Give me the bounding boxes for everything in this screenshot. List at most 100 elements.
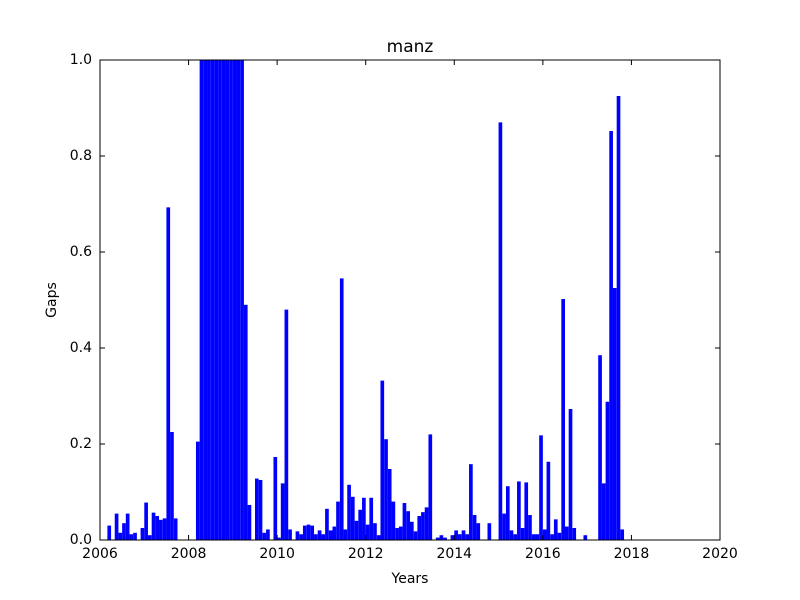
bar xyxy=(365,524,370,540)
bar xyxy=(310,525,315,540)
x-tick-label: 2016 xyxy=(525,546,561,562)
bar xyxy=(550,534,554,540)
bar xyxy=(487,523,492,540)
bar xyxy=(358,509,362,540)
bar xyxy=(288,529,292,540)
y-tick-label: 1.0 xyxy=(70,52,92,68)
bar xyxy=(129,534,134,540)
bar xyxy=(528,515,532,540)
bar xyxy=(546,461,551,540)
bar xyxy=(384,439,388,540)
bar xyxy=(561,299,565,540)
bar xyxy=(531,534,536,540)
bar xyxy=(328,530,333,540)
bar xyxy=(498,122,503,541)
bar xyxy=(207,60,211,540)
bar xyxy=(229,60,233,540)
bar xyxy=(210,60,215,540)
bar xyxy=(542,529,547,540)
bar xyxy=(144,502,148,540)
bar xyxy=(317,530,322,540)
bar xyxy=(236,60,241,540)
bar xyxy=(476,523,481,540)
bar xyxy=(280,483,285,540)
bar xyxy=(354,520,359,540)
bar xyxy=(258,480,263,540)
bar xyxy=(413,531,418,540)
bar xyxy=(332,526,337,540)
y-tick-label: 0.8 xyxy=(70,148,92,164)
bar xyxy=(362,497,366,540)
bar xyxy=(195,441,200,540)
bar xyxy=(159,519,163,540)
bar xyxy=(199,60,204,540)
bar xyxy=(391,501,396,540)
bar xyxy=(417,516,422,540)
bar xyxy=(302,525,307,540)
bar xyxy=(306,524,311,540)
y-tick-label: 0.2 xyxy=(70,436,92,452)
bar xyxy=(151,512,156,540)
bar xyxy=(350,496,355,540)
bar xyxy=(125,513,130,540)
bar xyxy=(336,501,340,540)
bar xyxy=(505,486,510,540)
bar xyxy=(173,518,178,540)
bar xyxy=(232,60,237,540)
bar xyxy=(240,60,244,540)
bar xyxy=(343,529,348,540)
bar xyxy=(450,535,455,540)
bar xyxy=(454,530,458,540)
bar xyxy=(520,528,525,540)
bar xyxy=(114,513,119,540)
y-axis-label: Gaps xyxy=(44,282,60,318)
bar xyxy=(277,537,281,540)
bar xyxy=(166,207,171,541)
bar xyxy=(424,507,429,540)
y-tick-label: 0.0 xyxy=(70,532,92,548)
x-tick-label: 2010 xyxy=(259,546,295,562)
bar xyxy=(221,60,226,540)
x-axis-label: Years xyxy=(391,571,429,587)
bar xyxy=(517,481,521,540)
bar xyxy=(406,511,410,540)
bar xyxy=(605,401,610,540)
x-tick-label: 2006 xyxy=(82,546,118,562)
bar xyxy=(299,534,303,540)
bar xyxy=(428,434,433,540)
y-tick-label: 0.4 xyxy=(70,340,92,356)
bar xyxy=(457,534,462,540)
bar xyxy=(373,523,377,540)
bar xyxy=(439,535,444,540)
bar xyxy=(469,464,473,540)
bar xyxy=(509,530,514,540)
bar xyxy=(266,529,270,540)
bar xyxy=(170,432,174,540)
bar xyxy=(598,355,602,540)
bar xyxy=(535,534,540,540)
bar xyxy=(203,60,207,540)
bar xyxy=(472,515,477,540)
bar xyxy=(273,456,278,540)
bar xyxy=(402,503,407,540)
bar xyxy=(247,504,252,540)
bar xyxy=(616,96,621,540)
x-tick-label: 2012 xyxy=(348,546,384,562)
bar xyxy=(568,408,573,540)
bar xyxy=(295,531,300,540)
bar xyxy=(243,304,248,540)
x-tick-label: 2018 xyxy=(614,546,650,562)
bar xyxy=(609,131,613,541)
bar xyxy=(339,278,344,540)
bar xyxy=(133,532,137,540)
bar xyxy=(122,523,126,540)
bar xyxy=(461,530,466,540)
bar xyxy=(118,532,123,540)
bar xyxy=(218,60,222,540)
bar xyxy=(398,526,403,540)
bar xyxy=(347,484,351,540)
bar xyxy=(465,534,470,540)
bar xyxy=(155,516,160,540)
bar xyxy=(284,309,289,540)
bar xyxy=(387,468,392,540)
